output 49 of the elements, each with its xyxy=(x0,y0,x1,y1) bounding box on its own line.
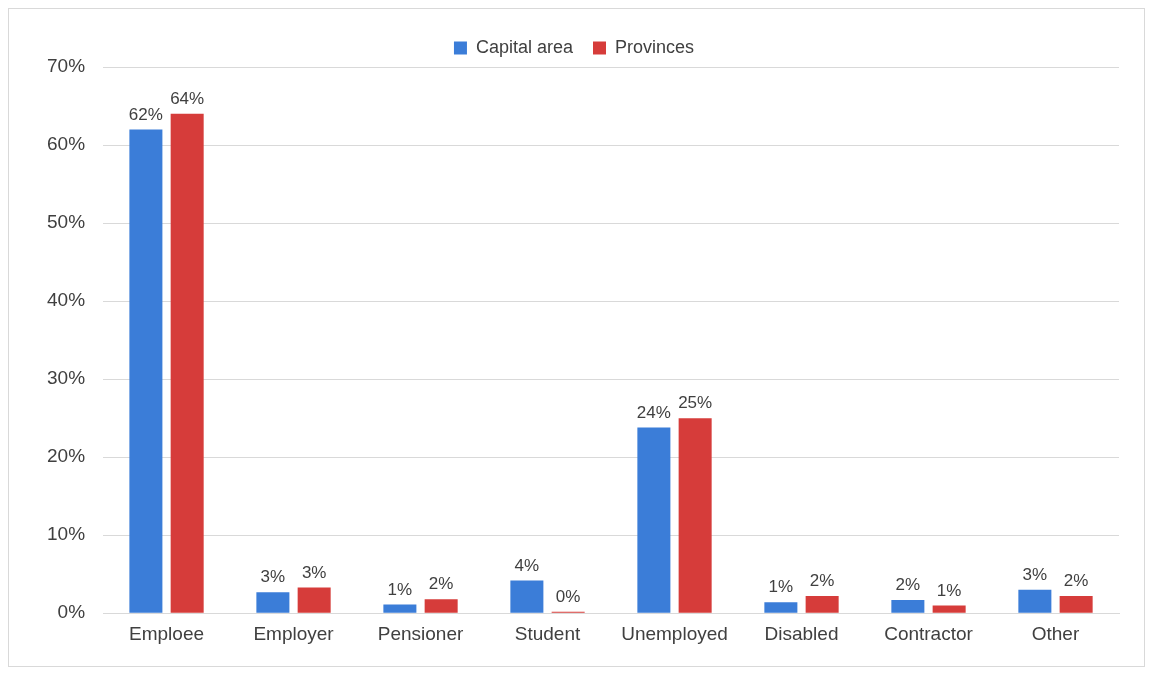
bar xyxy=(424,599,458,613)
bar xyxy=(170,113,204,613)
data-label: 3% xyxy=(260,567,286,587)
legend-label: Capital area xyxy=(475,36,574,57)
data-label: 0% xyxy=(555,586,581,606)
x-tick-label: Pensioner xyxy=(377,622,464,644)
y-tick-label: 10% xyxy=(47,523,86,545)
y-tick-label: 0% xyxy=(57,601,86,623)
x-tick-label: Other xyxy=(1031,622,1080,644)
bar xyxy=(764,602,798,613)
data-label: 4% xyxy=(514,555,540,575)
data-label: 1% xyxy=(768,577,794,597)
bar xyxy=(932,605,966,613)
bar xyxy=(297,587,331,613)
x-tick-label: Disabled xyxy=(764,622,839,644)
bar xyxy=(129,129,163,613)
x-tick-label: Employer xyxy=(253,622,335,644)
data-label: 2% xyxy=(895,575,921,595)
data-label: 1% xyxy=(387,579,413,599)
data-label: 2% xyxy=(809,571,835,591)
data-label: 2% xyxy=(428,574,454,594)
data-label: 24% xyxy=(636,402,671,422)
bar xyxy=(383,604,417,613)
bar xyxy=(805,596,839,613)
legend-label: Provinces xyxy=(615,36,695,57)
y-tick-label: 20% xyxy=(47,445,86,467)
data-label: 3% xyxy=(301,562,327,582)
y-tick-label: 50% xyxy=(47,211,86,233)
data-label: 2% xyxy=(1063,571,1089,591)
bar xyxy=(678,418,712,613)
y-tick-label: 70% xyxy=(47,55,86,77)
x-tick-label: Emploee xyxy=(129,622,205,644)
bar xyxy=(891,599,925,613)
bar xyxy=(637,427,671,613)
y-tick-label: 40% xyxy=(47,289,86,311)
y-tick-label: 60% xyxy=(47,133,86,155)
x-tick-label: Student xyxy=(514,622,581,644)
x-tick-label: Contractor xyxy=(884,622,974,644)
bar xyxy=(510,580,544,613)
data-label: 62% xyxy=(128,104,163,124)
x-tick-label: Unemployed xyxy=(621,622,728,644)
y-tick-label: 30% xyxy=(47,367,86,389)
bar xyxy=(1018,589,1052,613)
data-label: 3% xyxy=(1022,564,1048,584)
data-label: 1% xyxy=(936,580,962,600)
bar xyxy=(256,592,290,613)
bar xyxy=(1059,596,1093,613)
data-label: 25% xyxy=(678,393,713,413)
data-label: 64% xyxy=(170,89,205,108)
